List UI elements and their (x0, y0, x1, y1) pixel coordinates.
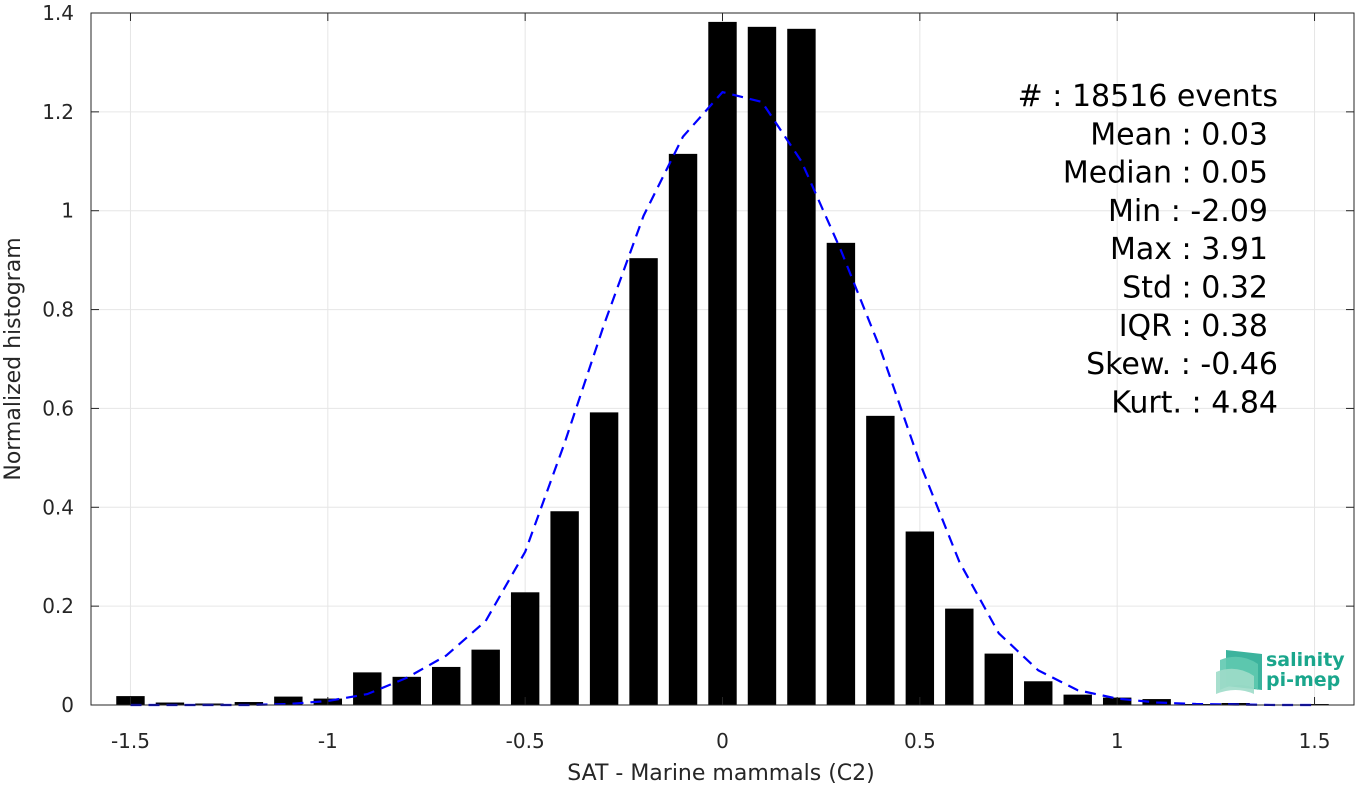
histogram-bar (471, 649, 500, 705)
x-axis-label: SAT - Marine mammals (C2) (567, 761, 875, 785)
histogram-bar (1063, 694, 1092, 705)
fit-line (130, 90, 1315, 707)
histogram-bar (905, 531, 935, 705)
histogram-bars (116, 21, 1329, 706)
x-tick-label: 0.5 (904, 729, 936, 753)
stat-line: # : 18516 events (1018, 79, 1278, 114)
histogram-bar (708, 21, 737, 705)
histogram-bar (392, 676, 421, 705)
logo-text-pi-mep: pi-mep (1266, 669, 1340, 691)
y-tick-labels: 0 0.2 0.4 0.6 0.8 1 1.2 1.4 (42, 1, 74, 717)
stat-line: Skew. : -0.46 (1086, 347, 1278, 382)
histogram-bar (1024, 681, 1053, 705)
histogram-bar (510, 592, 540, 705)
histogram-bar (945, 608, 974, 705)
histogram-bar (234, 702, 264, 705)
y-tick-label: 0.6 (42, 396, 74, 420)
y-tick-label: 1.2 (42, 100, 74, 124)
histogram-bar (589, 412, 619, 705)
histogram-bar (274, 696, 303, 705)
y-tick-label: 0.2 (42, 594, 74, 618)
histogram-bar (668, 153, 698, 705)
logo-text-salinity: salinity (1266, 649, 1345, 671)
x-tick-label: -1 (318, 729, 338, 753)
stat-line: IQR : 0.38 (1119, 309, 1268, 344)
fit-curve (130, 90, 1315, 707)
y-tick-label: 1 (61, 199, 74, 223)
histogram-bar (155, 702, 185, 705)
x-tick-labels: -1.5 -1 -0.5 0 0.5 1 1.5 (111, 729, 1330, 753)
stat-line: Max : 3.91 (1110, 232, 1268, 267)
logo-icon (1216, 650, 1262, 694)
histogram-bar (866, 415, 895, 705)
stat-line: Std : 0.32 (1122, 271, 1268, 306)
stat-line: Min : -2.09 (1108, 194, 1268, 229)
stat-line: Mean : 0.03 (1090, 117, 1268, 152)
salinity-pi-mep-logo: salinity pi-mep (1216, 649, 1345, 694)
x-tick-label: 1 (1111, 729, 1124, 753)
x-tick-label: 1.5 (1299, 729, 1331, 753)
histogram-bar (826, 242, 856, 706)
x-tick-label: -1.5 (111, 729, 150, 753)
y-tick-label: 0 (61, 693, 74, 717)
stat-line: Median : 0.05 (1063, 156, 1268, 191)
y-axis-label: Normalized histogram (1, 237, 26, 480)
x-tick-label: -0.5 (506, 729, 545, 753)
histogram-bar (629, 258, 658, 705)
histogram-bar (550, 511, 579, 705)
histogram-bar (353, 672, 382, 705)
y-tick-label: 0.8 (42, 298, 74, 322)
x-tick-label: 0 (716, 729, 729, 753)
axis-ticks (91, 12, 1354, 706)
y-tick-label: 0.4 (42, 495, 74, 519)
histogram-bar (787, 28, 816, 706)
histogram-bar (432, 666, 461, 705)
histogram-bar (747, 26, 777, 705)
stat-line: Kurt. : 4.84 (1111, 385, 1278, 420)
y-tick-label: 1.4 (42, 1, 74, 25)
histogram-bar (984, 653, 1013, 705)
